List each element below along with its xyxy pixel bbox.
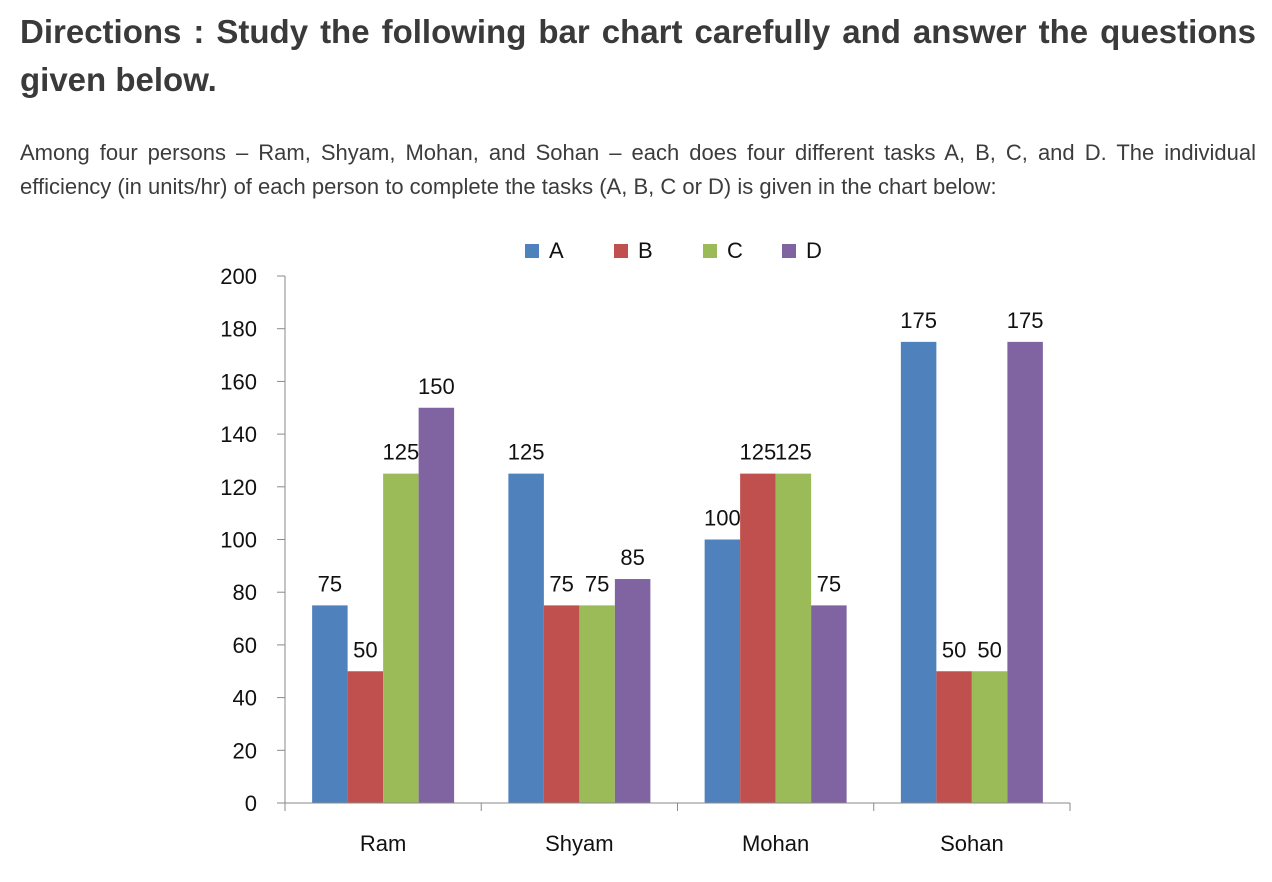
y-tick-label: 120 bbox=[220, 475, 257, 500]
chart-legend: A B C D bbox=[525, 238, 822, 263]
y-tick-label: 200 bbox=[220, 264, 257, 289]
legend-swatch bbox=[703, 244, 717, 258]
bar-shyam-d bbox=[614, 579, 651, 803]
bar-ram-b bbox=[347, 671, 384, 803]
data-label: 100 bbox=[704, 506, 741, 531]
x-tick-label-ram: Ram bbox=[360, 831, 406, 856]
legend-swatch bbox=[525, 244, 539, 258]
bar-ram-d bbox=[418, 407, 455, 803]
y-tick-label: 140 bbox=[220, 422, 257, 447]
bar-mohan-d bbox=[811, 605, 847, 803]
bar-mohan-a bbox=[704, 539, 741, 803]
legend-label: A bbox=[549, 238, 564, 263]
y-tick-label: 180 bbox=[220, 317, 257, 342]
bar-mohan-b bbox=[740, 473, 776, 803]
legend-label: D bbox=[806, 238, 822, 263]
legend-item-b: B bbox=[614, 238, 653, 263]
data-label: 125 bbox=[508, 440, 545, 465]
data-label: 50 bbox=[353, 637, 377, 662]
intro-paragraph: Among four persons – Ram, Shyam, Mohan, … bbox=[20, 140, 1256, 199]
legend-label: B bbox=[638, 238, 653, 263]
x-axis: Ram Shyam Mohan Sohan bbox=[284, 802, 1071, 856]
legend-swatch bbox=[782, 244, 796, 258]
data-label: 85 bbox=[620, 545, 644, 570]
bar-shyam-b bbox=[543, 605, 580, 803]
legend-item-c: C bbox=[703, 238, 743, 263]
data-label: 125 bbox=[383, 440, 420, 465]
data-label: 75 bbox=[318, 571, 342, 596]
bar-sohan-b bbox=[936, 671, 972, 803]
data-label: 50 bbox=[977, 637, 1001, 662]
x-tick-label-sohan: Sohan bbox=[940, 831, 1004, 856]
data-label: 175 bbox=[900, 308, 937, 333]
bar-ram-a bbox=[312, 605, 348, 803]
bar-ram-c bbox=[383, 473, 419, 803]
y-tick-label: 60 bbox=[233, 633, 257, 658]
data-label: 50 bbox=[942, 637, 966, 662]
y-tick-label: 160 bbox=[220, 369, 257, 394]
legend-label: C bbox=[727, 238, 743, 263]
data-label: 150 bbox=[418, 374, 455, 399]
bars bbox=[312, 341, 1043, 803]
y-axis: 0 20 40 60 80 100 120 140 160 180 200 bbox=[220, 264, 286, 816]
x-tick-label-shyam: Shyam bbox=[545, 831, 613, 856]
data-label: 125 bbox=[740, 440, 777, 465]
data-label: 125 bbox=[775, 440, 812, 465]
legend-item-d: D bbox=[782, 238, 822, 263]
bar-mohan-c bbox=[775, 473, 812, 803]
y-tick-label: 40 bbox=[233, 686, 257, 711]
data-label: 175 bbox=[1007, 308, 1044, 333]
bar-sohan-a bbox=[900, 341, 937, 803]
bar-shyam-c bbox=[579, 605, 615, 803]
data-label: 75 bbox=[817, 571, 841, 596]
directions-heading: Directions : Study the following bar cha… bbox=[20, 13, 1256, 98]
data-label: 75 bbox=[549, 571, 573, 596]
data-label: 75 bbox=[585, 571, 609, 596]
y-tick-label: 20 bbox=[233, 738, 257, 763]
bar-sohan-c bbox=[971, 671, 1008, 803]
bar-sohan-d bbox=[1007, 341, 1043, 803]
y-tick-label: 80 bbox=[233, 580, 257, 605]
bar-shyam-a bbox=[508, 473, 544, 803]
legend-swatch bbox=[614, 244, 628, 258]
y-tick-label: 100 bbox=[220, 528, 257, 553]
legend-item-a: A bbox=[525, 238, 564, 263]
y-tick-label: 0 bbox=[245, 791, 257, 816]
x-tick-label-mohan: Mohan bbox=[742, 831, 809, 856]
